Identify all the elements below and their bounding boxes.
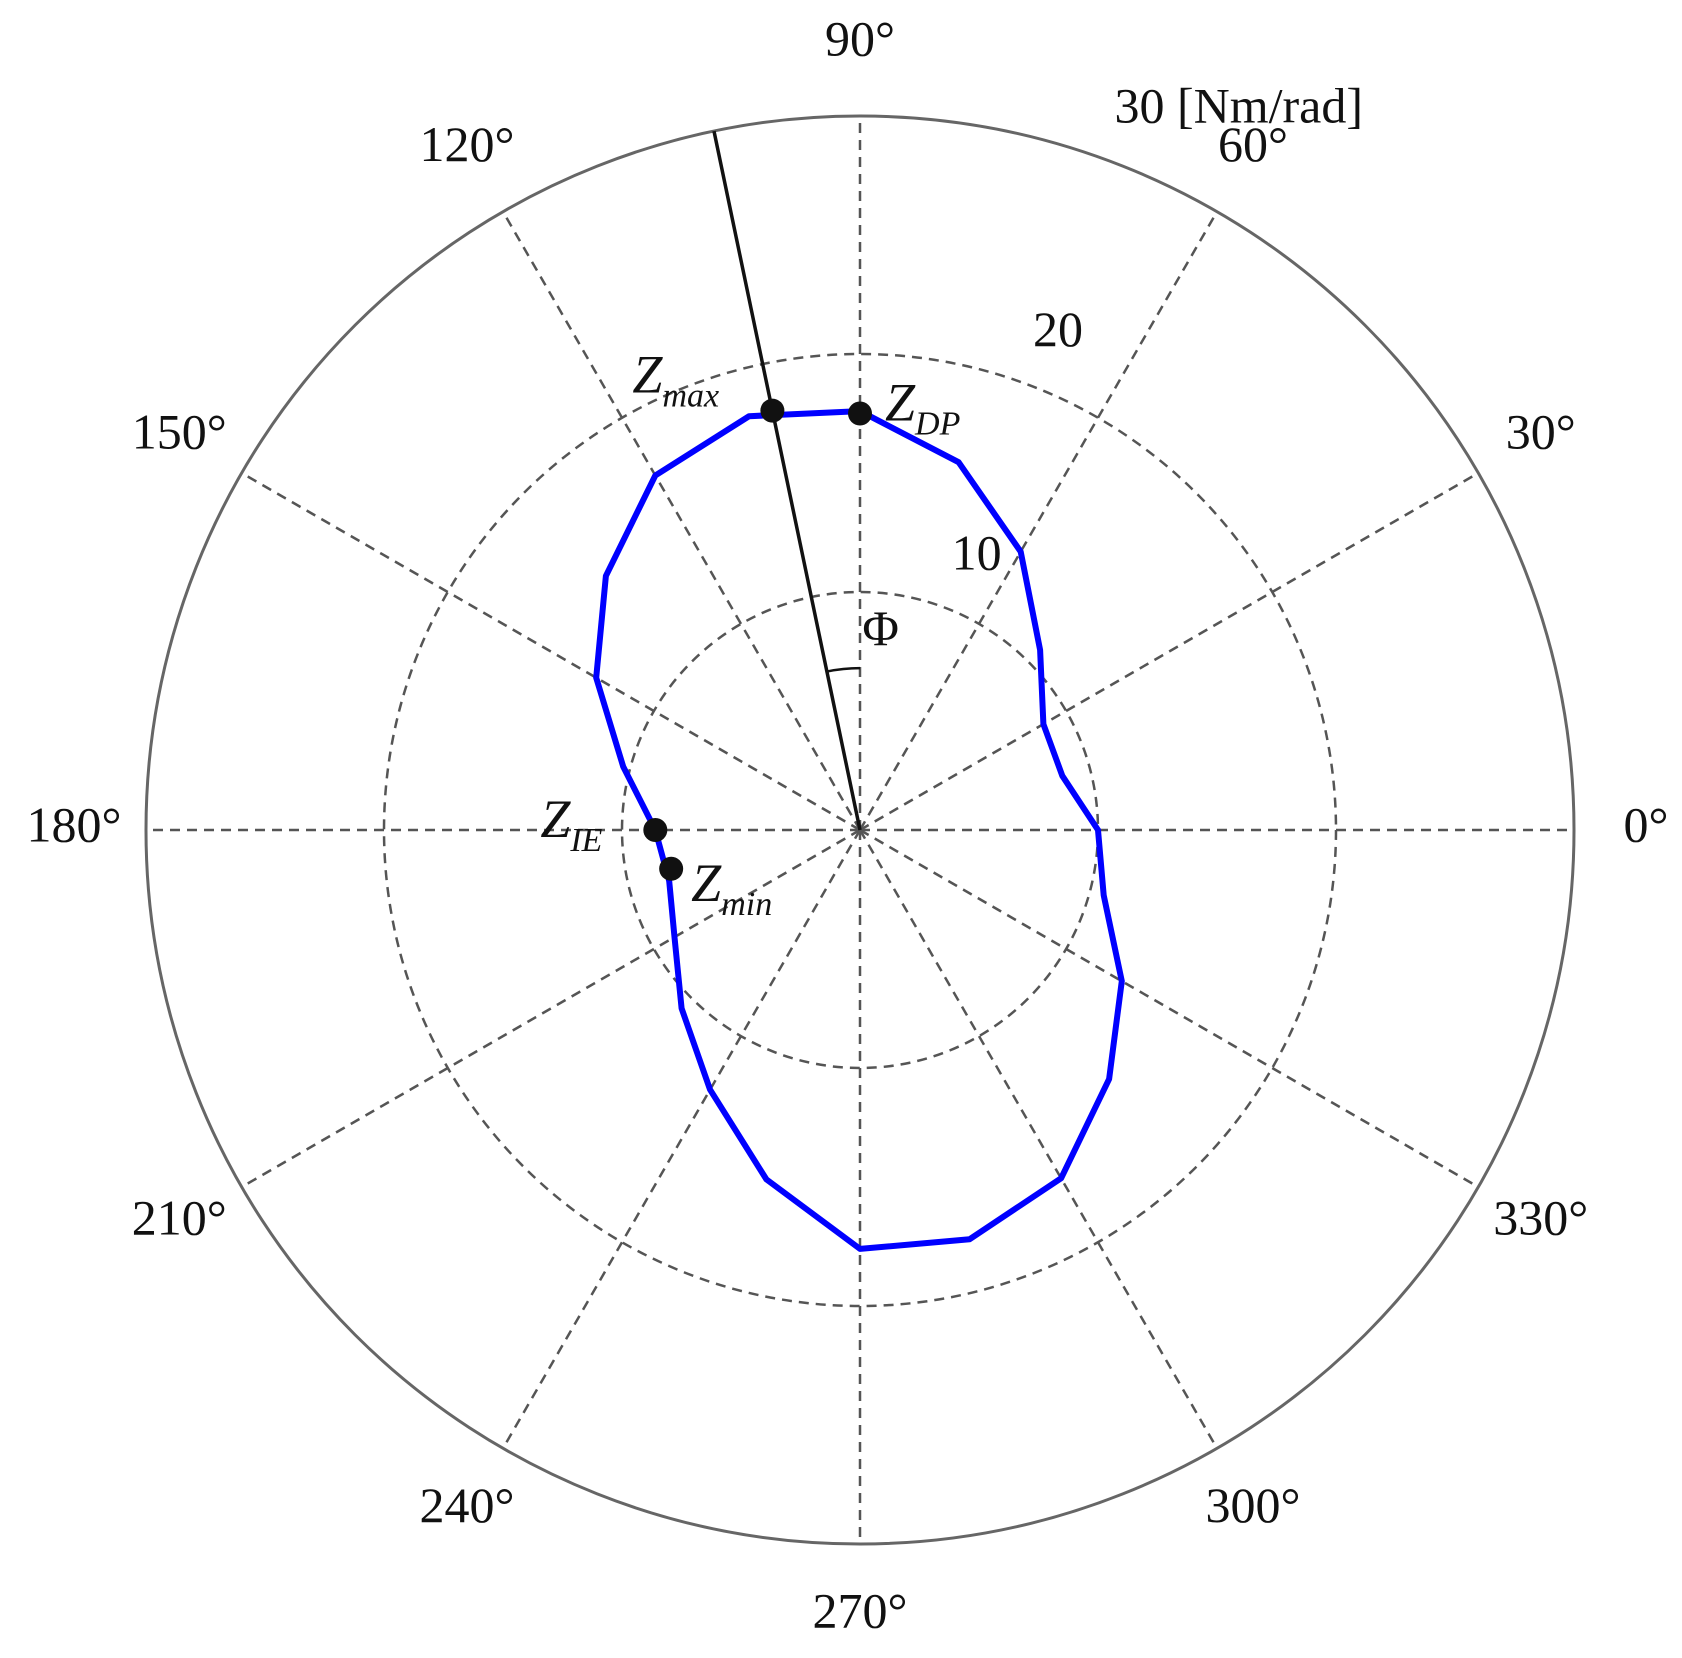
- point-label: Zmin: [691, 853, 772, 922]
- grid-spoke: [501, 829, 862, 1449]
- direction-line: [712, 130, 862, 831]
- point-label-sub: IE: [569, 822, 602, 859]
- point-label-main: Z: [885, 373, 916, 433]
- point-label-sub: min: [721, 886, 772, 923]
- point-label: ZIE: [540, 789, 602, 858]
- grid-spoke: [858, 211, 1219, 831]
- angle-arc: [826, 666, 861, 673]
- angle-label: 300°: [1206, 1477, 1301, 1533]
- angle-label: 60°: [1218, 116, 1288, 172]
- point-marker: [848, 401, 872, 426]
- angle-label: 270°: [813, 1582, 908, 1638]
- grid-spoke: [241, 828, 861, 1189]
- angle-label: 240°: [420, 1477, 515, 1533]
- point-label-sub: max: [662, 377, 719, 414]
- r-tick-label: 20: [1033, 301, 1083, 357]
- angle-label: 120°: [420, 116, 515, 172]
- grid-spoke: [858, 829, 1219, 1449]
- angle-label: 330°: [1493, 1189, 1588, 1245]
- r-tick-label: 30 [Nm/rad]: [1114, 77, 1363, 133]
- point-marker: [643, 818, 668, 842]
- angle-symbol: Φ: [862, 600, 899, 656]
- point-label: Zmax: [632, 345, 719, 414]
- point-marker: [760, 398, 785, 423]
- point-label-main: Z: [632, 345, 663, 405]
- angle-label: 210°: [132, 1189, 227, 1245]
- angle-label: 150°: [132, 403, 227, 459]
- grid-spoke: [859, 828, 1479, 1189]
- angle-label: 90°: [825, 10, 895, 66]
- angle-label: 30°: [1506, 403, 1576, 459]
- point-marker: [659, 856, 684, 881]
- point-label-sub: DP: [914, 405, 960, 442]
- r-tick-label: 10: [952, 525, 1002, 581]
- angle-label: 180°: [27, 796, 122, 852]
- grid-spoke: [859, 471, 1479, 832]
- point-label-main: Z: [540, 789, 571, 849]
- point-label: ZDP: [885, 373, 960, 442]
- grid-spoke: [241, 471, 861, 832]
- grid-ring: [382, 352, 1338, 1308]
- outer-circle: [144, 114, 1576, 1546]
- angle-label: 0°: [1624, 796, 1669, 852]
- grid-spoke: [501, 211, 862, 831]
- point-label-main: Z: [691, 853, 722, 913]
